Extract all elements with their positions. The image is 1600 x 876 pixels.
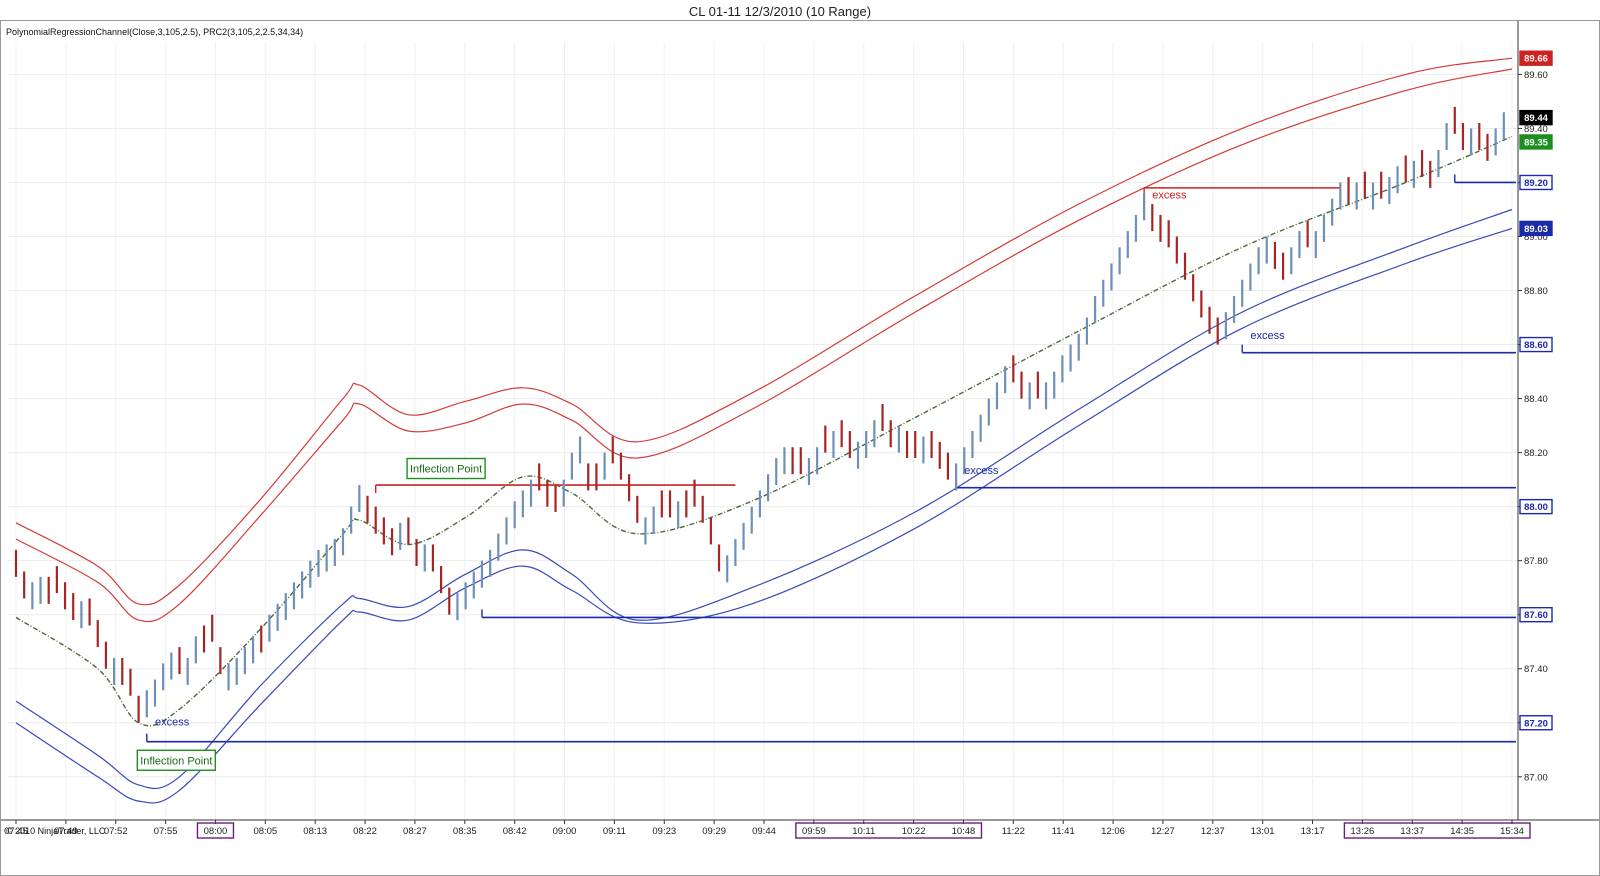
x-tick-label: 07:55 [154, 826, 178, 837]
x-tick-label: 12:37 [1201, 826, 1225, 837]
price-badge-label: 87.20 [1524, 718, 1548, 729]
excess-label: excess [964, 465, 999, 477]
x-tick-label: 07:49 [54, 826, 78, 837]
x-tick-label: 13:17 [1301, 826, 1325, 837]
y-tick-label: 89.60 [1524, 70, 1548, 81]
x-tick-label: 12:06 [1101, 826, 1125, 837]
x-tick-label: 08:00 [204, 826, 228, 837]
y-tick-label: 88.80 [1524, 286, 1548, 297]
x-tick-label: 09:29 [702, 826, 726, 837]
price-badge-label: 89.44 [1524, 113, 1548, 124]
indicator-label: PolynomialRegressionChannel(Close,3,105,… [6, 27, 303, 37]
x-tick-highlight-box [196, 822, 235, 839]
x-tick-label: 11:22 [1002, 826, 1025, 837]
x-tick-label: 08:22 [353, 826, 377, 837]
x-tick-highlight-box [1343, 822, 1531, 839]
y-tick-label: 89.40 [1524, 124, 1548, 135]
x-tick-label: 09:00 [553, 826, 577, 837]
x-tick-label: 09:59 [802, 826, 826, 837]
y-tick-label: 87.40 [1524, 664, 1548, 675]
x-tick-label: 10:22 [902, 826, 926, 837]
price-bars [14, 106, 1505, 723]
x-tick-label: 13:01 [1251, 826, 1275, 837]
price-badge [1519, 174, 1553, 191]
lower-channel-outer-line [15, 227, 1513, 804]
price-badge [1519, 606, 1553, 623]
x-tick-label: 13:26 [1351, 826, 1375, 837]
x-tick-label: 11:41 [1052, 826, 1075, 837]
x-tick-label: 10:11 [852, 826, 875, 837]
x-tick-label: 13:37 [1400, 826, 1424, 837]
x-tick-label: 08:42 [503, 826, 527, 837]
excess-label: excess [155, 716, 190, 728]
annotations: excess excess excess excess Inflection Point… [136, 190, 1285, 771]
price-badge [1519, 50, 1553, 66]
x-tick-label: 07:45 [4, 826, 28, 837]
x-tick-label: 10:48 [952, 826, 976, 837]
price-badge-label: 88.60 [1524, 340, 1548, 351]
x-tick-label: 12:27 [1151, 826, 1175, 837]
price-badge [1519, 715, 1553, 731]
excess-label: excess [1250, 330, 1285, 342]
price-badge-label: 87.60 [1524, 610, 1548, 621]
x-tick-label: 09:23 [652, 826, 676, 837]
x-tick-label: 08:05 [253, 826, 277, 837]
chart-title: CL 01-11 12/3/2010 (10 Range) [689, 4, 871, 19]
price-badge-label: 88.00 [1524, 502, 1548, 513]
y-tick-label: 88.20 [1524, 448, 1548, 459]
copyright-label: © 2010 NinjaTrader, LLC [6, 826, 106, 836]
x-tick-label: 15:34 [1500, 826, 1524, 837]
price-badge [1519, 220, 1553, 237]
x-tick-label: 09:44 [752, 826, 776, 837]
price-badge [1519, 134, 1553, 150]
y-tick-label: 87.00 [1524, 772, 1548, 783]
inflection-point-label: Inflection Point [410, 464, 482, 476]
y-tick-label: 87.80 [1524, 556, 1548, 567]
price-badge-label: 89.03 [1524, 224, 1548, 235]
upper-channel-inner-line [15, 68, 1513, 623]
inflection-point-box [136, 749, 217, 771]
inflection-point-box [406, 457, 486, 480]
y-tick-label: 89.00 [1524, 232, 1548, 243]
excess-label: excess [1152, 190, 1187, 202]
price-badge [1519, 498, 1553, 515]
x-tick-label: 08:27 [403, 826, 427, 837]
price-badge [1519, 109, 1553, 126]
y-tick-label: 88.40 [1524, 394, 1548, 405]
grid [8, 42, 1518, 820]
price-badge-label: 89.35 [1524, 137, 1548, 148]
inflection-point-label: Inflection Point [140, 755, 212, 767]
price-badge [1519, 336, 1553, 353]
price-badge-label: 89.20 [1524, 178, 1548, 189]
x-tick-highlight-box [795, 822, 983, 839]
x-tick-label: 08:13 [303, 826, 327, 837]
upper-channel-outer-line [15, 57, 1513, 606]
x-tick-label: 07:52 [104, 826, 128, 837]
x-tick-label: 14:35 [1450, 826, 1474, 837]
price-badge-label: 89.66 [1524, 54, 1548, 65]
x-tick-label: 08:35 [453, 826, 477, 837]
x-tick-label: 09:11 [603, 826, 626, 837]
